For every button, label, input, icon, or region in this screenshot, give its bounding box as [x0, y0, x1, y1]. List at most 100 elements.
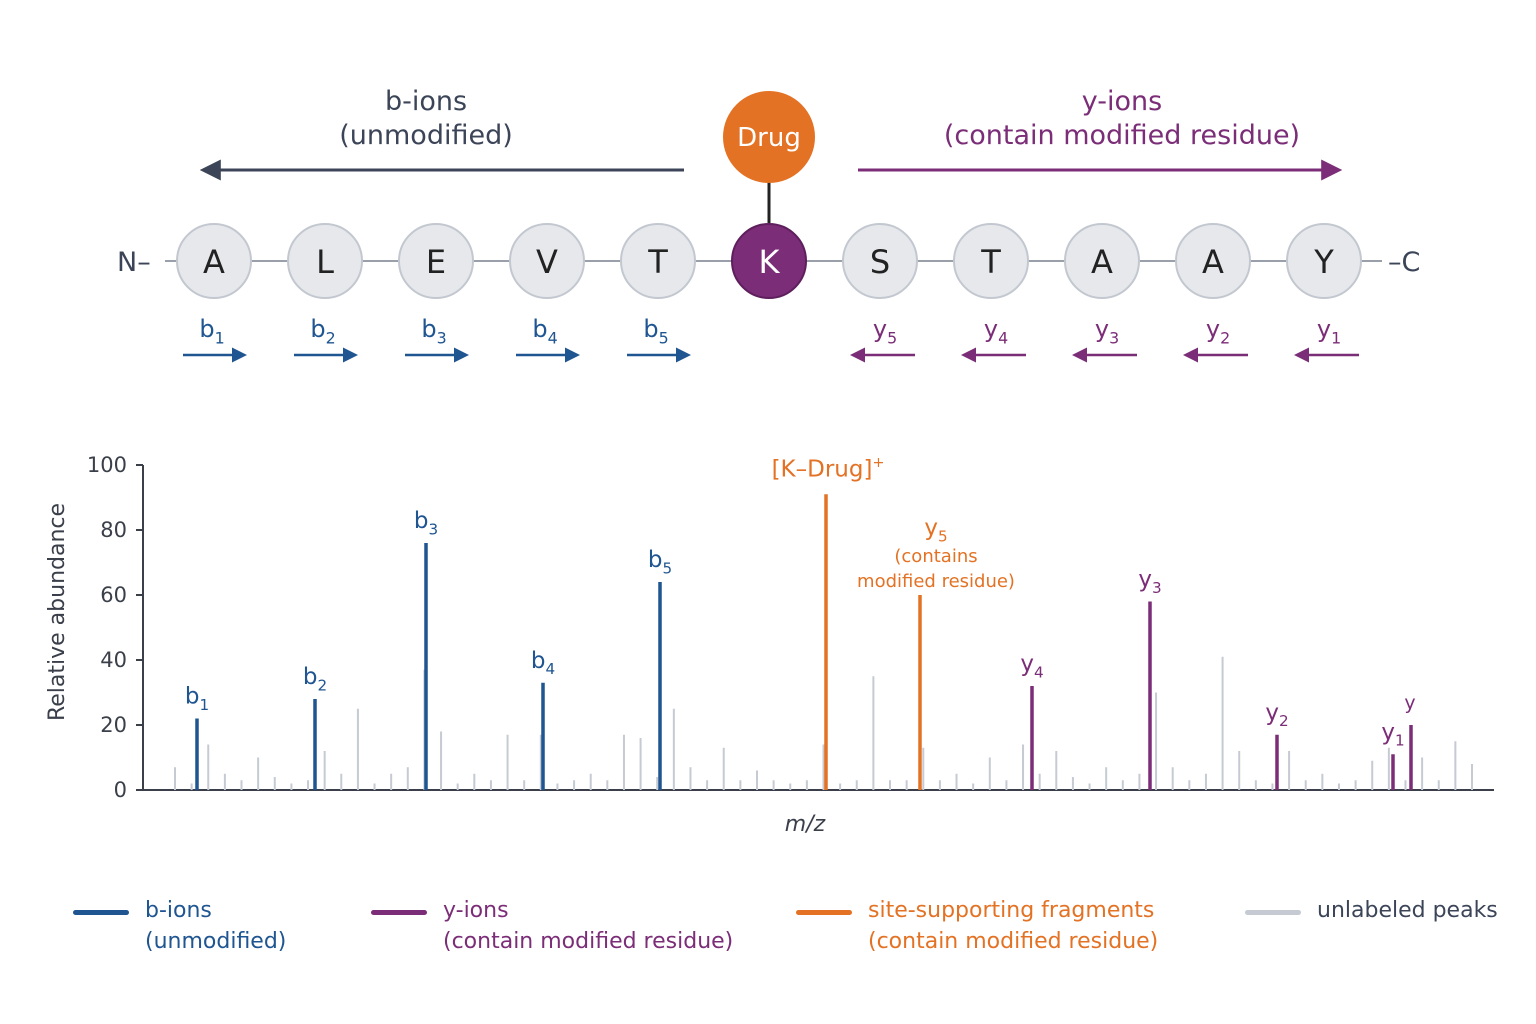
legend-text: b-ions (unmodified)	[145, 895, 286, 957]
y-tick-label: 40	[100, 648, 127, 672]
y-header-line2: (contain modified residue)	[944, 120, 1300, 151]
legend-label: (unmodified)	[145, 929, 287, 954]
y-header-line1: y-ions	[1082, 86, 1162, 117]
legend-item-b: b-ions (unmodified)	[73, 895, 286, 957]
y-fragment-label: y3	[1095, 315, 1119, 348]
residue-circle	[176, 223, 252, 299]
residue-letter: V	[536, 243, 558, 281]
residue-letter: E	[426, 243, 446, 281]
residue-letter: A	[1091, 243, 1113, 281]
y-fragment-label: y1	[1317, 315, 1341, 348]
y-fragment-2: y2	[1183, 315, 1248, 363]
drug-label: Drug	[737, 123, 801, 153]
y-fragment-5: y5	[850, 315, 915, 363]
peak-KDrug: [K–Drug]+	[772, 455, 884, 790]
peak-label: b2	[303, 664, 327, 694]
peak-label: y3	[1138, 567, 1161, 597]
peak-label: y5	[924, 515, 947, 545]
legend-text: unlabeled peaks	[1317, 895, 1498, 926]
legend-label: y-ions	[443, 898, 509, 923]
y-fragment-label: y2	[1206, 315, 1230, 348]
b-fragment-3: b3	[405, 315, 469, 363]
b-fragment-2: b2	[294, 315, 358, 363]
residue-A: A	[176, 223, 252, 299]
residue-letter: T	[980, 243, 1001, 281]
y-fragment-label: y4	[984, 315, 1008, 348]
peak-label: y2	[1265, 700, 1288, 730]
x-axis-title: m/z	[785, 812, 826, 837]
b-fragment-label: b3	[421, 315, 446, 348]
residue-letter: K	[759, 243, 781, 281]
residue-circle	[1286, 223, 1362, 299]
peak-y5: y5(contains modified residue)	[857, 515, 1015, 790]
y-tick-label: 60	[100, 583, 127, 607]
peak-y1: y1	[1381, 719, 1405, 790]
peak-b3: b3	[414, 508, 438, 790]
peak-y2: y2	[1265, 700, 1289, 790]
peak-label: y1	[1381, 719, 1404, 749]
unlabeled-peaks	[174, 656, 1473, 790]
legend-label: unlabeled peaks	[1317, 898, 1498, 923]
residue-circle	[1064, 223, 1140, 299]
b-fragment-label: b4	[532, 315, 557, 348]
b-fragment-label: b1	[199, 315, 224, 348]
y-axis-title: Relative abundance	[45, 503, 70, 721]
ms2-spectrum: 0 20 40 60 80 100 b1 b2 b3 b4 b5 [K–Drug]+ y5(conta…	[45, 453, 1494, 837]
peak-label: y	[1404, 692, 1415, 714]
labeled-peaks: b1 b2 b3 b4 b5 [K–Drug]+ y5(contains modified r…	[185, 455, 1416, 790]
peak-y3: y3	[1138, 567, 1162, 790]
legend-text: site-supporting fragments (contain modifi…	[868, 895, 1158, 957]
peak-note: (contains	[894, 546, 977, 567]
residue-circle	[1175, 223, 1251, 299]
residue-circle	[731, 223, 807, 299]
legend-label: (contain modified residue)	[443, 929, 734, 954]
y-fragment-label: y5	[873, 315, 897, 348]
y-tick-label: 100	[87, 453, 127, 477]
legend-swatch	[796, 910, 852, 915]
y-tick-label: 0	[114, 778, 127, 802]
residue-V: V	[509, 223, 585, 299]
peak-y: y	[1404, 692, 1416, 790]
b-header-line1: b-ions	[385, 86, 467, 117]
residue-A: A	[1175, 223, 1251, 299]
residue-Y: Y	[1286, 223, 1362, 299]
y-tick-label: 80	[100, 518, 127, 542]
b-fragment-5: b5	[627, 315, 691, 363]
residue-letter: Y	[1313, 243, 1334, 281]
fragment-arrows: b1 b2 b3 b4 b5 y5 y4 y3 y2 y1	[183, 315, 1359, 363]
peak-label: y4	[1020, 651, 1043, 681]
legend-item-site: site-supporting fragments (contain modifi…	[796, 895, 1158, 957]
residue-A: A	[1064, 223, 1140, 299]
peak-b4: b4	[531, 648, 555, 790]
b-fragment-label: b5	[643, 315, 668, 348]
residue-S: S	[842, 223, 918, 299]
residue-circle	[953, 223, 1029, 299]
legend-swatch	[1245, 910, 1301, 915]
peak-label: b1	[185, 684, 209, 714]
peak-b2: b2	[303, 664, 327, 790]
residue-circle	[287, 223, 363, 299]
legend-item-unlabeled: unlabeled peaks	[1245, 895, 1498, 926]
peak-b5: b5	[648, 547, 672, 790]
legend-item-y: y-ions (contain modified residue)	[371, 895, 733, 957]
b-fragment-1: b1	[183, 315, 247, 363]
y-axis: 0 20 40 60 80 100	[87, 453, 1494, 802]
legend-swatch	[371, 910, 427, 915]
legend-label: site-supporting fragments	[868, 898, 1155, 923]
y-fragment-1: y1	[1294, 315, 1359, 363]
b-fragment-4: b4	[516, 315, 580, 363]
peak-label: b4	[531, 648, 555, 678]
y-fragment-4: y4	[961, 315, 1026, 363]
residue-letter: S	[870, 243, 890, 281]
residue-T: T	[953, 223, 1029, 299]
n-terminus-label: N–	[117, 247, 151, 278]
peak-label: b5	[648, 547, 672, 577]
residue-circle	[398, 223, 474, 299]
b-header-line2: (unmodified)	[339, 120, 513, 151]
legend-label: (contain modified residue)	[868, 929, 1159, 954]
residue-letter: L	[316, 243, 334, 281]
legend-label: b-ions	[145, 898, 212, 923]
residue-letter: T	[647, 243, 668, 281]
peak-y4: y4	[1020, 651, 1044, 790]
